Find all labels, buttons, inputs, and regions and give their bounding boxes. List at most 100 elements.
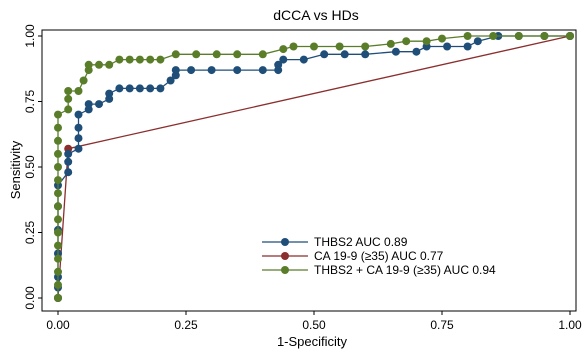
series-2-point-18 bbox=[74, 87, 83, 95]
series-0-point-38 bbox=[391, 47, 400, 56]
series-2-point-30 bbox=[192, 50, 201, 59]
legend-label-0: THBS2 AUC 0.89 bbox=[314, 235, 408, 249]
series-2-point-19 bbox=[79, 76, 88, 85]
x-tick-label-1: 0.25 bbox=[174, 318, 198, 332]
series-2-point-45 bbox=[514, 32, 523, 40]
legend-swatch-marker-2 bbox=[281, 266, 289, 274]
series-2-point-33 bbox=[258, 50, 267, 59]
y-tick-label-1: 0.25 bbox=[23, 220, 37, 244]
series-2-point-15 bbox=[64, 105, 73, 114]
legend-label-1: CA 19-9 (≥35) AUC 0.77 bbox=[314, 249, 444, 263]
series-2-point-39 bbox=[386, 39, 395, 48]
series-2-point-35 bbox=[289, 42, 298, 51]
series-2-point-16 bbox=[64, 94, 73, 103]
y-tick-label-3: 0.75 bbox=[23, 89, 37, 113]
series-0-point-11 bbox=[74, 134, 83, 143]
plot-frame bbox=[41, 29, 577, 312]
series-0-point-26 bbox=[171, 66, 180, 75]
series-2-point-22 bbox=[95, 60, 103, 69]
series-0-point-33 bbox=[279, 55, 288, 64]
series-0-point-15 bbox=[84, 100, 93, 109]
series-0-point-42 bbox=[463, 42, 472, 51]
legend-swatch-marker-1 bbox=[281, 252, 289, 260]
series-0-point-41 bbox=[443, 42, 452, 51]
series-2-point-8 bbox=[54, 189, 62, 198]
series-2-point-28 bbox=[156, 55, 165, 64]
legend-swatch-marker-0 bbox=[281, 238, 289, 246]
series-0-point-8 bbox=[64, 157, 73, 166]
legend-item-1: CA 19-9 (≥35) AUC 0.77 bbox=[262, 249, 444, 263]
series-0-point-21 bbox=[135, 84, 144, 93]
series-2 bbox=[54, 32, 574, 302]
series-0-point-10 bbox=[74, 144, 83, 153]
series-0-point-7 bbox=[64, 168, 73, 177]
series-2-point-17 bbox=[64, 87, 73, 95]
series-2-point-44 bbox=[489, 32, 498, 40]
series-0-point-20 bbox=[125, 84, 134, 93]
series-2-point-2 bbox=[54, 267, 62, 276]
y-tick-label-4: 1.00 bbox=[23, 24, 37, 48]
x-tick-label-2: 0.50 bbox=[302, 318, 326, 332]
series-0-point-34 bbox=[299, 55, 308, 64]
series-2-point-1 bbox=[54, 280, 62, 289]
series-0-point-28 bbox=[207, 66, 216, 75]
y-tick-label-2: 0.50 bbox=[23, 155, 37, 179]
series-0-point-23 bbox=[156, 84, 165, 93]
series-0-point-22 bbox=[146, 84, 155, 93]
series-0-point-27 bbox=[187, 66, 196, 75]
series-2-point-14 bbox=[54, 110, 62, 119]
series-0-point-36 bbox=[340, 50, 349, 59]
series-2-point-36 bbox=[310, 42, 318, 51]
x-axis-label: 1-Specificity bbox=[277, 334, 348, 349]
series-2-point-32 bbox=[233, 50, 242, 59]
series-2-point-0 bbox=[54, 294, 62, 302]
series-2-point-12 bbox=[54, 136, 62, 145]
series-2-point-10 bbox=[54, 163, 62, 171]
x-tick-label-0: 0.00 bbox=[46, 318, 70, 332]
x-tick-label-4: 1.00 bbox=[558, 318, 582, 332]
series-2-point-13 bbox=[54, 123, 62, 132]
series-2-point-34 bbox=[279, 45, 288, 54]
series-2-point-23 bbox=[105, 60, 114, 69]
series-2-point-27 bbox=[146, 55, 155, 64]
series-2-point-24 bbox=[115, 55, 124, 64]
series-0-point-13 bbox=[74, 110, 83, 119]
series-2-point-7 bbox=[54, 202, 62, 211]
series-0-point-18 bbox=[105, 89, 114, 98]
series-0-point-30 bbox=[258, 66, 267, 75]
x-axis: 0.00 0.25 0.50 0.75 1.00 bbox=[46, 311, 582, 332]
series-2-point-25 bbox=[125, 55, 134, 64]
y-axis-label: Sensitivity bbox=[8, 140, 23, 199]
series-2-point-38 bbox=[361, 42, 370, 51]
series-2-point-3 bbox=[54, 254, 62, 263]
series-2-point-26 bbox=[135, 55, 144, 64]
legend-item-0: THBS2 AUC 0.89 bbox=[262, 235, 408, 249]
series-2-point-29 bbox=[171, 50, 180, 59]
series-0-point-16 bbox=[95, 100, 103, 109]
series-2-point-47 bbox=[566, 32, 574, 40]
series-2-point-42 bbox=[438, 34, 446, 43]
series-2-point-21 bbox=[84, 60, 93, 69]
series-2-point-40 bbox=[402, 37, 411, 46]
legend-item-2: THBS2 + CA 19-9 (≥35) AUC 0.94 bbox=[262, 263, 496, 277]
y-axis: 0.00 0.25 0.50 0.75 1.00 bbox=[23, 24, 42, 310]
series-2-point-31 bbox=[212, 50, 221, 59]
series-0-point-9 bbox=[64, 149, 73, 158]
series-2-point-4 bbox=[54, 241, 62, 250]
series-2-point-9 bbox=[54, 176, 62, 185]
series-2-point-43 bbox=[463, 32, 472, 40]
series-0-point-12 bbox=[74, 123, 83, 132]
x-tick-label-3: 0.75 bbox=[430, 318, 454, 332]
y-tick-label-0: 0.00 bbox=[23, 286, 37, 310]
series-2-point-11 bbox=[54, 149, 62, 158]
series-0-point-29 bbox=[233, 66, 242, 75]
series-0-point-37 bbox=[361, 50, 370, 59]
series-2-point-6 bbox=[54, 215, 62, 224]
series-0-point-39 bbox=[412, 47, 421, 56]
legend-label-2: THBS2 + CA 19-9 (≥35) AUC 0.94 bbox=[314, 263, 496, 277]
series-0-point-24 bbox=[166, 76, 175, 85]
series-2-point-41 bbox=[422, 37, 431, 46]
